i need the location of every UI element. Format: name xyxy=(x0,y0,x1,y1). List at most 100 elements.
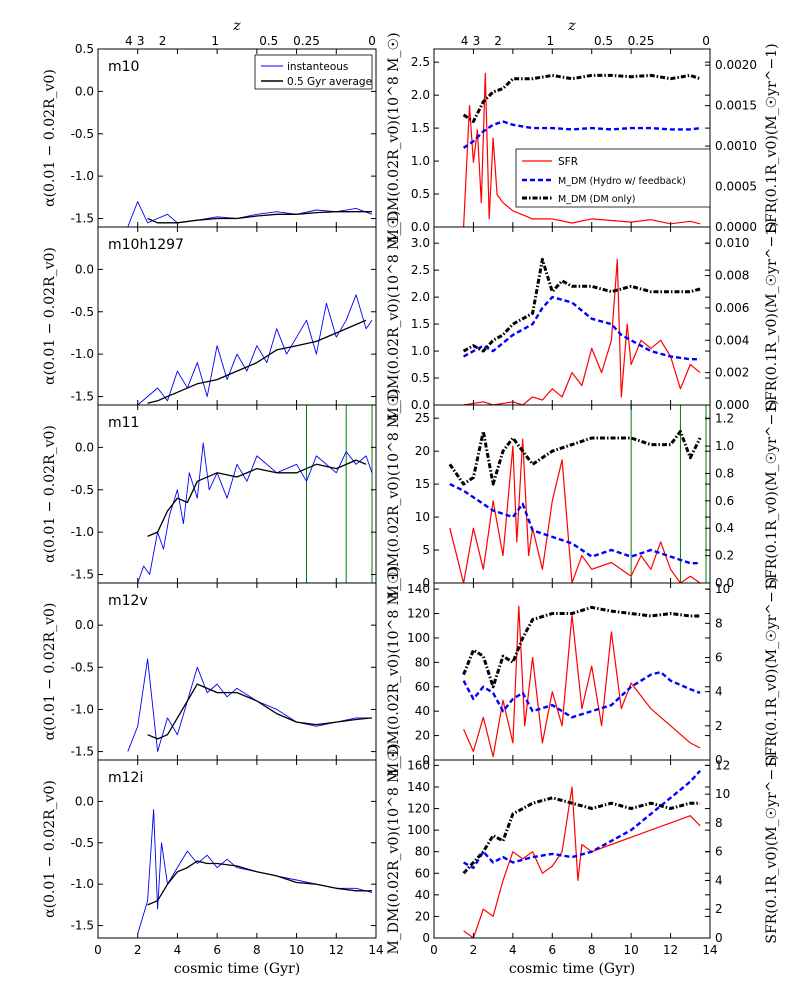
plot-area xyxy=(137,809,373,935)
x-tick-label: 10 xyxy=(624,943,639,957)
series-mdm-hydro xyxy=(463,295,701,361)
y2-tick-label: 0.0015 xyxy=(715,99,757,113)
x-axis-label: cosmic time (Gyr) xyxy=(174,961,300,977)
y2-tick-label: 0.4 xyxy=(715,521,734,535)
redshift-tick-label: 3 xyxy=(473,34,481,48)
y2-tick-label: 1.2 xyxy=(715,412,734,426)
y-tick-label: -1.5 xyxy=(71,568,94,582)
redshift-tick-label: 4 xyxy=(125,34,133,48)
y-axis-label: M_DM(0.02R_v0)(10^8 M_☉) xyxy=(386,32,402,243)
plot-frame xyxy=(97,404,377,584)
y-axis-label: α(0.01 − 0.02R_v0) xyxy=(42,603,58,741)
plot-area xyxy=(462,769,701,938)
y-tick-label: -1.0 xyxy=(71,525,94,539)
y-axis-label: M_DM(0.02R_v0)(10^8 M_☉) xyxy=(386,743,402,954)
redshift-tick-label: 1 xyxy=(546,34,554,48)
plot-area xyxy=(462,257,701,405)
y-tick-label: 160 xyxy=(407,758,430,772)
x-tick-label: 10 xyxy=(289,943,304,957)
y-tick-label: 0.0 xyxy=(75,618,94,632)
plot-area xyxy=(127,201,373,227)
series-sfr xyxy=(463,786,701,938)
y-axis-label: M_DM(0.02R_v0)(10^8 M_☉) xyxy=(386,566,402,777)
panel-name-label: m10h1297 xyxy=(108,237,184,253)
mass-sfr-panel-m12i: 020406080100120140160024681012M_DM(0.02R… xyxy=(386,743,780,954)
y2-tick-label: 0.004 xyxy=(715,333,749,347)
series-average xyxy=(147,319,367,404)
redshift-tick-label: 0.5 xyxy=(259,34,278,48)
y-tick-label: 15 xyxy=(415,477,430,491)
y2-tick-label: 0.0010 xyxy=(715,139,757,153)
y2-tick-label: 10 xyxy=(715,787,730,801)
y-tick-label: -0.5 xyxy=(71,660,94,674)
legend-label-mdm-dm-only: M_DM (DM only) xyxy=(558,194,636,205)
panel-name-label: m12i xyxy=(108,770,143,786)
series-instantaneous xyxy=(137,294,373,405)
series-average xyxy=(147,860,372,906)
x-tick-label: 12 xyxy=(329,943,344,957)
y-tick-label: 0.5 xyxy=(411,371,430,385)
y2-tick-label: 1.0 xyxy=(715,439,734,453)
y-tick-label: -1.5 xyxy=(71,745,94,759)
redshift-tick-label: 0.5 xyxy=(594,34,613,48)
redshift-tick-label: 2 xyxy=(159,34,167,48)
plot-frame xyxy=(433,226,711,406)
plot-area xyxy=(448,405,707,583)
y2-tick-label: 12 xyxy=(715,758,730,772)
x-tick-label: 2 xyxy=(470,943,478,957)
y-tick-label: -1.5 xyxy=(71,919,94,933)
y-tick-label: -0.5 xyxy=(71,127,94,141)
y2-tick-label: 0.2 xyxy=(715,549,734,563)
y2-tick-label: 2 xyxy=(715,719,723,733)
series-instantaneous xyxy=(127,658,372,753)
redshift-tick-label: 0 xyxy=(702,34,710,48)
alpha-panel-m10h1297: 0.0 -0.5 -1.0 -1.5 m10h1297 α(0.01 − 0.02R_v0… xyxy=(42,226,377,406)
y-tick-label: 5 xyxy=(422,543,430,557)
y-tick-label: 1.0 xyxy=(411,344,430,358)
series-average xyxy=(147,683,373,740)
y-tick-label: 100 xyxy=(407,631,430,645)
y-tick-label: 20 xyxy=(415,729,430,743)
y-tick-label: -0.5 xyxy=(71,305,94,319)
y2-axis-label: SFR(0.1R_v0)(M_☉yr^−1) xyxy=(764,399,780,588)
y-tick-label: 120 xyxy=(407,802,430,816)
plot-frame xyxy=(97,226,377,406)
series-instantaneous xyxy=(137,442,373,583)
x-tick-label: 4 xyxy=(509,943,517,957)
y2-tick-label: 2 xyxy=(715,902,723,916)
series-mdm-hydro xyxy=(449,483,701,565)
y2-tick-label: 4 xyxy=(715,873,723,887)
x-tick-label: 2 xyxy=(134,943,142,957)
series-mdm-hydro xyxy=(462,670,701,719)
panel-name-label: m10 xyxy=(108,59,139,75)
legend-alpha: instanteous 0.5 Gyr average xyxy=(254,54,373,90)
y-tick-label: -1.0 xyxy=(71,877,94,891)
y-axis-label: α(0.01 − 0.02R_v0) xyxy=(42,780,58,918)
y-tick-label: 0 xyxy=(422,753,430,767)
y2-tick-label: 0.0020 xyxy=(715,58,757,72)
y2-tick-label: 0.000 xyxy=(715,398,749,412)
plot-area xyxy=(127,658,373,753)
series-mdm-hydro xyxy=(462,120,701,149)
y-tick-label: 10 xyxy=(415,510,430,524)
legend-box xyxy=(515,148,711,208)
y-tick-label: -0.5 xyxy=(71,836,94,850)
plot-area xyxy=(137,294,373,405)
y-tick-label: 20 xyxy=(415,444,430,458)
y-tick-label: 0.0 xyxy=(75,794,94,808)
series-mdm-dm-only xyxy=(462,73,701,123)
y2-tick-label: 0.010 xyxy=(715,236,749,250)
y-tick-label: 0.5 xyxy=(411,187,430,201)
series-mdm-dm-only xyxy=(462,257,701,353)
x-tick-label: 6 xyxy=(548,943,556,957)
y-tick-label: -1.0 xyxy=(71,169,94,183)
mass-sfr-panel-m12v: 0204060801001201400246810M_DM(0.02R_v0)(… xyxy=(386,566,780,777)
x-tick-label: 6 xyxy=(213,943,221,957)
redshift-tick-label: 0 xyxy=(368,34,376,48)
y-axis-label: M_DM(0.02R_v0)(10^8 M_☉) xyxy=(386,388,402,599)
series-mdm-dm-only xyxy=(462,796,701,875)
y-tick-label: 60 xyxy=(415,680,430,694)
legend-mass-sfr: SFR M_DM (Hydro w/ feedback) M_DM (DM only… xyxy=(515,148,711,208)
redshift-tick-label: 4 xyxy=(461,34,469,48)
